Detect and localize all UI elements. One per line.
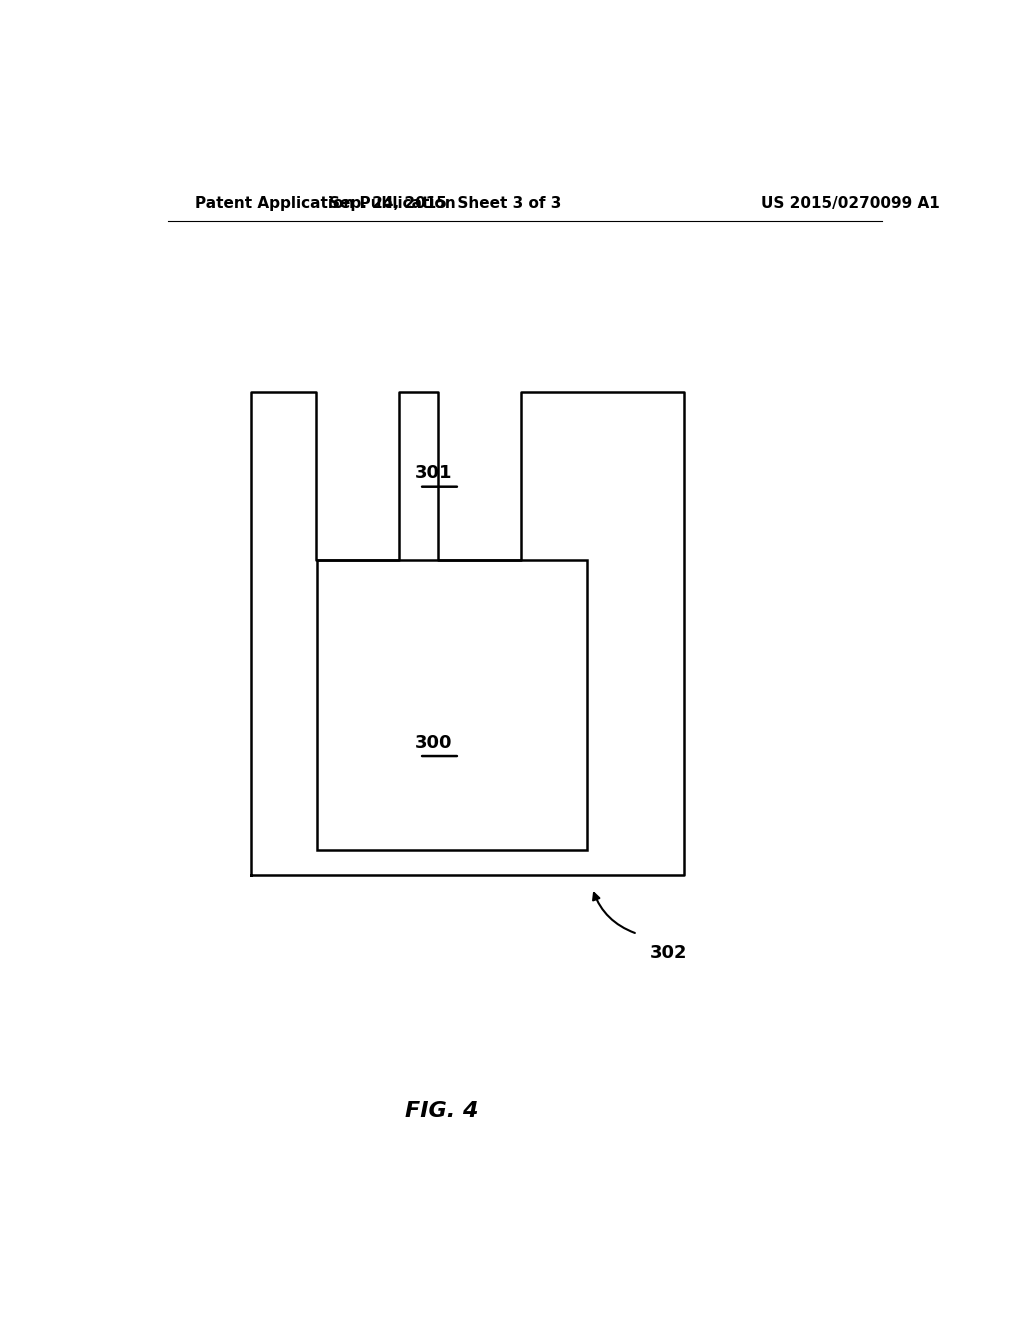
Text: FIG. 4: FIG. 4	[404, 1101, 478, 1121]
Text: 301: 301	[415, 465, 453, 483]
Bar	[316, 560, 587, 850]
Text: Patent Application Publication: Patent Application Publication	[196, 195, 457, 211]
Text: Sep. 24, 2015  Sheet 3 of 3: Sep. 24, 2015 Sheet 3 of 3	[330, 195, 561, 211]
Text: 300: 300	[415, 734, 453, 752]
Text: US 2015/0270099 A1: US 2015/0270099 A1	[761, 195, 940, 211]
Text: 302: 302	[650, 944, 688, 962]
